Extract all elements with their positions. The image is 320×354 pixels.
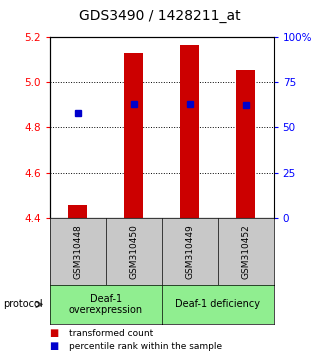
Bar xyxy=(236,70,255,218)
Text: GSM310448: GSM310448 xyxy=(73,224,82,279)
Text: GSM310452: GSM310452 xyxy=(241,224,250,279)
Text: Deaf-1 deficiency: Deaf-1 deficiency xyxy=(175,299,260,309)
Text: percentile rank within the sample: percentile rank within the sample xyxy=(69,342,222,351)
Bar xyxy=(124,53,143,218)
Text: ■: ■ xyxy=(50,341,59,351)
Text: GSM310449: GSM310449 xyxy=(185,224,194,279)
Bar xyxy=(180,45,199,218)
Text: GDS3490 / 1428211_at: GDS3490 / 1428211_at xyxy=(79,9,241,23)
Text: protocol: protocol xyxy=(3,299,43,309)
Text: GSM310450: GSM310450 xyxy=(129,224,138,279)
Text: transformed count: transformed count xyxy=(69,329,153,338)
Bar xyxy=(68,205,87,218)
Text: Deaf-1
overexpression: Deaf-1 overexpression xyxy=(68,293,143,315)
Text: ■: ■ xyxy=(50,329,59,338)
